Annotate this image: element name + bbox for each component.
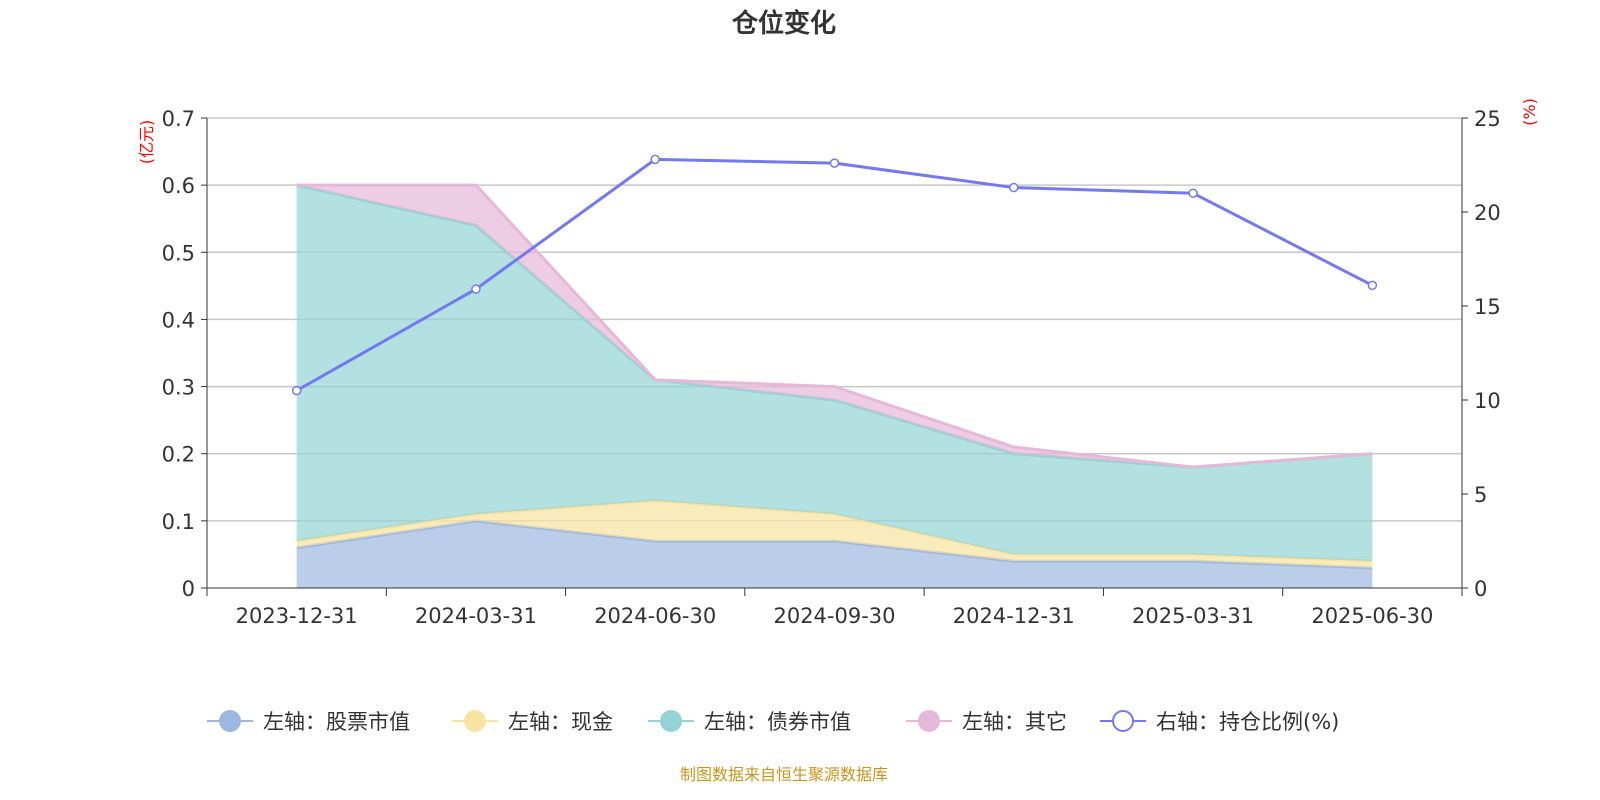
source-note: 制图数据来自恒生聚源数据库 xyxy=(680,765,888,784)
line-point xyxy=(1367,280,1378,291)
right-tick-label: 20 xyxy=(1474,201,1501,225)
x-tick-label: 2024-03-31 xyxy=(415,604,537,628)
x-tick-label: 2024-12-31 xyxy=(953,604,1075,628)
area-左轴：现金 xyxy=(296,500,1373,568)
legend-label: 左轴：现金 xyxy=(508,710,613,734)
right-tick-label: 25 xyxy=(1474,107,1501,131)
line-point xyxy=(650,154,660,165)
left-tick-label: 0.1 xyxy=(162,510,195,534)
left-tick-label: 0.5 xyxy=(162,241,195,265)
legend-label: 左轴：其它 xyxy=(962,710,1067,734)
right-tick-label: 5 xyxy=(1474,483,1487,507)
line-point xyxy=(1009,182,1019,193)
area-左轴：股票市值 xyxy=(296,520,1373,588)
right-axis-unit: (%) xyxy=(1520,98,1539,126)
area-line-左轴：其它 xyxy=(296,183,1373,469)
left-tick-label: 0.2 xyxy=(162,443,195,467)
line-point xyxy=(291,385,302,396)
legend-marker xyxy=(219,710,241,732)
x-tick-label: 2025-03-31 xyxy=(1132,604,1254,628)
x-tick-label: 2024-06-30 xyxy=(594,604,716,628)
legend-label: 左轴：债券市值 xyxy=(704,710,851,734)
left-tick-label: 0.3 xyxy=(162,376,195,400)
left-tick-label: 0.7 xyxy=(162,107,195,131)
left-tick-label: 0.4 xyxy=(162,308,195,332)
x-tick-label: 2024-09-30 xyxy=(773,604,895,628)
legend-marker xyxy=(918,710,940,732)
chart-title: 仓位变化 xyxy=(731,8,836,39)
right-tick-label: 0 xyxy=(1474,577,1487,601)
left-axis-unit: (亿元) xyxy=(137,120,156,165)
line-point xyxy=(1188,188,1198,198)
line-point xyxy=(471,284,481,294)
legend-label: 右轴：持仓比例(%) xyxy=(1156,710,1339,734)
left-tick-label: 0 xyxy=(182,577,195,601)
right-tick-label: 15 xyxy=(1474,295,1501,319)
left-tick-label: 0.6 xyxy=(162,174,195,198)
legend-label: 左轴：股票市值 xyxy=(263,710,410,734)
line-point xyxy=(829,158,840,168)
right-tick-label: 10 xyxy=(1474,389,1501,413)
x-tick-label: 2023-12-31 xyxy=(236,604,358,628)
legend-marker xyxy=(660,710,682,732)
area-左轴：债券市值 xyxy=(296,185,1373,562)
legend-marker xyxy=(464,710,486,732)
x-tick-label: 2025-06-30 xyxy=(1311,604,1433,628)
legend-marker xyxy=(1112,710,1134,732)
